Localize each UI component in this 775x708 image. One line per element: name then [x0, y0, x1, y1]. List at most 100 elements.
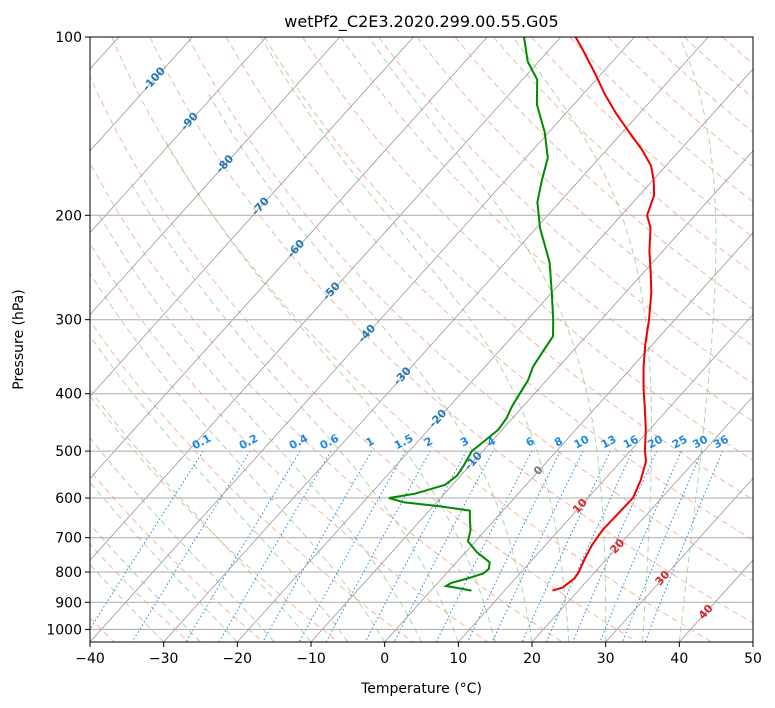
dry-adiabat-line	[302, 37, 753, 461]
isotherm-line	[90, 37, 562, 561]
dry-adiabat-line	[90, 242, 488, 642]
moist-adiabat-line	[678, 37, 717, 642]
mixing-ratio-label: 16	[621, 433, 641, 452]
x-tick-label: −10	[296, 651, 326, 667]
y-tick-label: 700	[55, 531, 82, 547]
dry-adiabat-line	[761, 37, 775, 642]
moist-adiabat-line	[90, 272, 386, 642]
mixing-ratio-line	[185, 450, 301, 642]
dry-adiabat-line	[493, 37, 753, 274]
moist-adiabat-line	[512, 37, 653, 642]
isotherm-line	[90, 37, 488, 479]
x-tick-label: 20	[523, 651, 541, 667]
mixing-ratio-line	[262, 450, 373, 642]
dry-adiabat-line	[90, 320, 414, 642]
dry-adiabat-line	[607, 37, 753, 168]
dry-adiabat-line	[90, 469, 264, 642]
moist-adiabat-line	[260, 37, 570, 642]
y-tick-label: 500	[55, 444, 82, 460]
y-axis-label: Pressure (hPa)	[11, 289, 27, 389]
dry-adiabat-line	[378, 37, 753, 384]
isotherm-line	[384, 232, 753, 642]
mixing-ratio-label: 20	[645, 433, 665, 452]
mixing-ratio-label: 25	[670, 433, 690, 452]
moist-adiabat-line	[129, 180, 459, 642]
dry-adiabat-line	[264, 37, 753, 501]
moist-adiabat-line	[90, 523, 201, 642]
dry-adiabat-line	[187, 37, 753, 582]
moist-adiabat-line	[90, 334, 349, 642]
mixing-ratio-line	[218, 450, 332, 642]
x-axis: −40 −30 −20 −10 0 10 20 30 40 50	[75, 642, 762, 667]
moist-adiabat-line	[98, 215, 422, 642]
mixing-ratio-label: 2	[422, 434, 435, 449]
y-tick-label: 600	[55, 491, 82, 507]
mixing-ratio-label: 6	[524, 434, 537, 449]
mixing-ratio-line	[298, 450, 406, 642]
mixing-ratio-line	[491, 450, 584, 642]
x-tick-label: −30	[149, 651, 179, 667]
moist-adiabat-line	[90, 388, 312, 642]
mixing-ratio-line	[572, 450, 658, 642]
isotherm-line	[90, 37, 635, 642]
chart-title: wetPf2_C2E3.2020.299.00.55.G05	[284, 12, 558, 32]
mixing-ratio-label: 0.4	[287, 432, 311, 453]
isotherm-line	[531, 395, 753, 642]
isotherm-line	[90, 37, 193, 152]
dry-adiabat-line	[340, 37, 753, 423]
mixing-ratio-label: 0.6	[318, 432, 342, 453]
isotherm-line	[90, 37, 267, 234]
mixing-ratio-line	[90, 450, 204, 630]
mixing-ratio-label: 8	[552, 434, 565, 449]
y-tick-label: 300	[55, 313, 82, 329]
mixing-ratio-label: 13	[599, 433, 619, 452]
dry-adiabat-line	[90, 395, 339, 642]
moist-adiabat-line	[90, 481, 238, 642]
y-tick-label: 1000	[46, 622, 82, 638]
isotherm-line	[679, 559, 753, 642]
isotherm-line	[310, 150, 753, 642]
x-tick-label: −40	[75, 651, 105, 667]
y-tick-label: 900	[55, 595, 82, 611]
dry-adiabat-line	[416, 37, 753, 347]
mixing-ratio-label: 3	[458, 434, 471, 449]
mixing-ratio-label: 1	[364, 434, 377, 449]
mixing-ratio-line	[393, 450, 494, 642]
mixing-ratio-label: 0.2	[237, 432, 260, 453]
isotherm-line	[163, 37, 709, 642]
mixing-ratio-label: 36	[711, 433, 731, 452]
moist-adiabat-line	[90, 563, 165, 642]
x-tick-label: 50	[744, 651, 762, 667]
gridlines	[90, 37, 753, 642]
x-tick-label: 30	[597, 651, 615, 667]
mixing-ratio-line	[325, 450, 431, 642]
dry-adiabat-line	[225, 37, 753, 541]
moist-adiabat-line	[90, 437, 275, 642]
dry-adiabat-line	[683, 37, 753, 99]
mixing-ratio-label: 10	[572, 433, 592, 452]
mixing-ratio-line	[131, 450, 251, 642]
moist-adiabat-line	[165, 141, 496, 642]
x-tick-label: 40	[670, 651, 688, 667]
isotherm-line	[458, 313, 753, 642]
isotherm-line	[605, 477, 753, 642]
dry-adiabat-line	[569, 37, 753, 203]
dry-adiabat-line	[90, 75, 638, 642]
x-axis-label: Temperature (°C)	[360, 681, 482, 697]
mixing-ratio-label: 30	[690, 433, 710, 452]
mixing-ratio-line	[521, 450, 611, 642]
mixing-ratio-labels: 0.1 0.2 0.4 0.6 1 1.5 2 3 4 6 8 10 13 16 20 25 30 36	[190, 432, 731, 453]
data-series	[388, 37, 656, 592]
mixing-ratio-label: 0.1	[190, 432, 213, 453]
temperature-profile-line	[552, 37, 656, 592]
background-lines	[90, 37, 775, 642]
y-tick-label: 400	[55, 387, 82, 403]
mixing-ratio-line	[545, 450, 633, 642]
x-tick-label: 10	[449, 651, 467, 667]
dewpoint-profile-line	[388, 37, 555, 592]
mixing-ratio-label: 1.5	[392, 432, 415, 453]
dry-adiabat-line	[645, 37, 753, 133]
dry-adiabat-line	[531, 37, 753, 238]
dry-adiabat-line	[149, 37, 753, 624]
